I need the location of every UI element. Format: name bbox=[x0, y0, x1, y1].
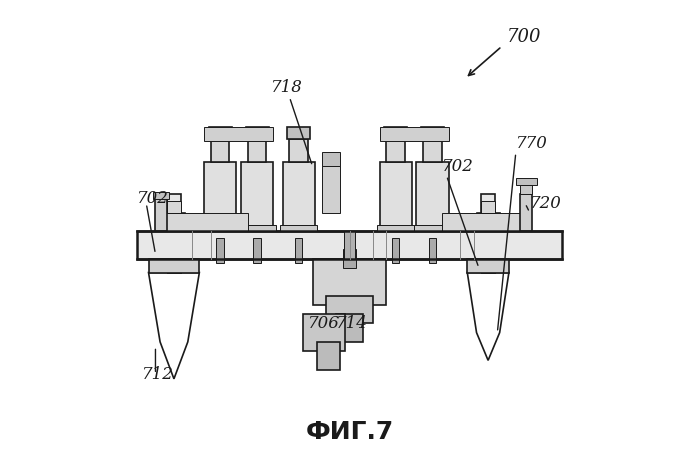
Bar bbox=[204, 127, 273, 141]
Bar bbox=[521, 194, 532, 231]
Bar bbox=[287, 127, 310, 139]
Bar bbox=[392, 238, 399, 263]
Text: 702: 702 bbox=[137, 190, 169, 207]
Bar bbox=[322, 152, 340, 166]
Bar bbox=[442, 213, 525, 231]
Bar bbox=[245, 127, 268, 139]
Text: 714: 714 bbox=[336, 315, 368, 332]
Bar bbox=[344, 231, 355, 259]
Bar bbox=[241, 162, 273, 226]
Polygon shape bbox=[148, 273, 199, 379]
Text: 718: 718 bbox=[271, 79, 303, 97]
Bar bbox=[155, 199, 167, 231]
Bar bbox=[380, 162, 412, 226]
Bar bbox=[217, 238, 224, 263]
Bar bbox=[204, 162, 236, 226]
Polygon shape bbox=[468, 273, 509, 360]
Text: ФИГ.7: ФИГ.7 bbox=[305, 419, 394, 444]
Bar bbox=[238, 225, 275, 231]
Text: 770: 770 bbox=[516, 135, 548, 152]
Bar bbox=[429, 238, 436, 263]
Bar bbox=[211, 139, 229, 162]
Bar bbox=[167, 194, 181, 231]
Bar bbox=[148, 259, 199, 273]
Text: 706: 706 bbox=[308, 315, 340, 332]
Bar bbox=[481, 201, 495, 213]
Bar bbox=[387, 139, 405, 162]
Text: 700: 700 bbox=[507, 28, 541, 46]
Bar bbox=[322, 166, 340, 213]
Bar bbox=[384, 127, 408, 139]
Bar bbox=[201, 225, 238, 231]
Bar bbox=[155, 213, 248, 231]
Bar bbox=[208, 127, 231, 139]
Bar bbox=[343, 249, 356, 268]
Bar bbox=[424, 139, 442, 162]
Bar bbox=[481, 194, 495, 231]
Bar bbox=[137, 231, 562, 259]
Bar bbox=[417, 162, 449, 226]
Bar bbox=[421, 127, 444, 139]
Bar bbox=[248, 139, 266, 162]
Bar bbox=[377, 225, 415, 231]
Bar bbox=[516, 178, 537, 185]
Bar bbox=[468, 259, 509, 273]
Text: 712: 712 bbox=[142, 366, 173, 383]
Bar bbox=[415, 225, 451, 231]
Bar bbox=[282, 162, 315, 226]
Bar bbox=[326, 296, 373, 323]
Bar bbox=[162, 213, 185, 231]
Bar bbox=[295, 238, 303, 263]
Bar bbox=[336, 314, 363, 342]
Bar bbox=[153, 192, 169, 199]
Bar bbox=[317, 342, 340, 370]
Bar bbox=[167, 201, 181, 213]
Bar bbox=[289, 139, 308, 162]
Bar bbox=[380, 127, 449, 141]
Bar bbox=[254, 238, 261, 263]
Bar bbox=[477, 213, 500, 231]
Bar bbox=[521, 185, 532, 194]
Bar bbox=[280, 225, 317, 231]
Text: 702: 702 bbox=[442, 158, 474, 175]
Text: 720: 720 bbox=[530, 195, 561, 212]
Bar bbox=[303, 314, 345, 351]
Bar bbox=[312, 259, 387, 305]
